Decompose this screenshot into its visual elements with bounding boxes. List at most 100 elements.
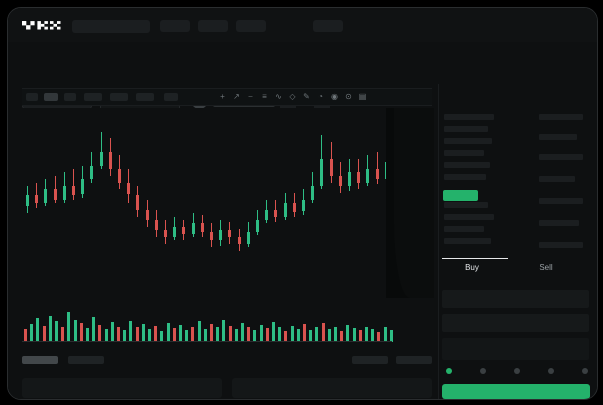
volume-bar (36, 318, 40, 342)
candle (246, 221, 250, 248)
indicator-button[interactable] (110, 93, 128, 101)
ob-size-row (539, 134, 577, 140)
candle-wick (128, 169, 130, 203)
nav-item-2[interactable] (198, 20, 228, 32)
okx-logo[interactable] (22, 19, 64, 33)
crosshair-icon[interactable]: + (220, 92, 225, 101)
order-card-2[interactable] (232, 378, 432, 398)
ob-ask-row[interactable] (444, 174, 486, 180)
amount-slider[interactable] (442, 368, 592, 376)
trash-icon[interactable]: ▤ (358, 92, 367, 101)
candle-wick (119, 155, 120, 190)
candle-wick (45, 179, 47, 207)
candle-wick (165, 220, 166, 244)
lock-icon[interactable]: ⊙ (345, 92, 352, 101)
ob-ask-row[interactable] (444, 114, 494, 120)
volume-bar (104, 329, 108, 342)
nav-item-4[interactable] (313, 20, 343, 32)
slider-dot-0[interactable] (446, 368, 452, 374)
volume-bar (358, 330, 362, 342)
app-window: Spot Trading ▾ (8, 8, 597, 399)
price-chart[interactable] (22, 108, 434, 298)
volume-bar (203, 329, 207, 342)
timeframe-1[interactable] (26, 93, 38, 101)
candle (62, 172, 66, 203)
ob-ask-row[interactable] (444, 162, 490, 168)
orders-action-1[interactable] (352, 356, 388, 364)
candle (200, 214, 204, 237)
eye-icon[interactable]: ◉ (331, 92, 338, 101)
slider-dot-2[interactable] (514, 368, 520, 374)
candle (35, 182, 39, 209)
ob-size-row (539, 176, 575, 182)
candle (154, 209, 158, 237)
order-total-field[interactable] (442, 338, 589, 360)
candle (182, 220, 186, 241)
settings-chip[interactable] (164, 93, 178, 101)
volume-bar (234, 329, 238, 342)
wave-icon[interactable]: ∿ (275, 92, 282, 101)
ob-bid-row[interactable] (444, 238, 491, 244)
volume-bar (154, 325, 158, 342)
orders-action-2[interactable] (396, 356, 432, 364)
volume-bar (73, 319, 77, 342)
submit-order-button[interactable] (442, 384, 590, 399)
trendline-icon[interactable]: ⎯ (248, 92, 253, 101)
arrow-icon[interactable]: ↗ (233, 92, 240, 101)
order-book-best-price[interactable] (443, 190, 478, 201)
volume-bar (228, 325, 232, 342)
ob-ask-row[interactable] (444, 150, 484, 156)
shape-icon[interactable]: ◇ (289, 92, 296, 101)
ob-bid-row[interactable] (444, 226, 484, 232)
candle (118, 155, 121, 190)
order-card-1[interactable] (22, 378, 222, 398)
ob-bid-row[interactable] (444, 214, 494, 220)
slider-dot-3[interactable] (548, 368, 554, 374)
candle (72, 169, 75, 200)
search-input[interactable] (72, 20, 150, 33)
ob-bid-row[interactable] (444, 202, 488, 208)
ob-size-row (539, 242, 583, 248)
candle-wick (275, 199, 277, 222)
volume-bar (92, 317, 96, 342)
candle (53, 175, 57, 203)
volume-bar (272, 322, 275, 342)
orders-tab-open[interactable] (22, 356, 58, 364)
candle (81, 165, 85, 198)
timeframe-4[interactable] (84, 93, 102, 101)
volume-bar (296, 329, 300, 342)
timeframe-3[interactable] (64, 93, 76, 101)
tab-buy[interactable]: Buy (465, 263, 479, 272)
slider-dot-1[interactable] (480, 368, 486, 374)
candle (256, 209, 259, 236)
chart-type-button[interactable] (136, 93, 154, 101)
volume-bar (327, 329, 331, 342)
nav-item-1[interactable] (160, 20, 190, 32)
orders-tab-history[interactable] (68, 356, 104, 364)
volume-bar (98, 324, 102, 342)
order-price-field[interactable] (442, 290, 589, 308)
candle (164, 220, 167, 244)
timeframe-2[interactable] (44, 93, 58, 101)
chart-toolbar: + ↗ ⎯ ≡ ∿ ◇ ✎ ◔ ◉ ⊙ ▤ (22, 88, 432, 106)
nav-item-3[interactable] (236, 20, 266, 32)
volume-bar (67, 312, 71, 342)
volume-bar (24, 329, 27, 342)
ob-ask-row[interactable] (444, 138, 492, 144)
magnet-icon[interactable]: ◔ (318, 92, 323, 101)
ob-ask-row[interactable] (444, 126, 488, 132)
candle (228, 221, 232, 244)
volume-bar (79, 323, 83, 342)
slider-dot-4[interactable] (582, 368, 588, 374)
candle (283, 192, 287, 220)
active-tab-underline (442, 258, 508, 259)
candle (127, 169, 131, 203)
tab-sell[interactable]: Sell (539, 263, 553, 272)
order-amount-field[interactable] (442, 314, 589, 332)
volume-bar (259, 324, 263, 342)
pencil-icon[interactable]: ✎ (303, 92, 310, 101)
volume-bar (303, 324, 306, 342)
volume-bar (197, 321, 201, 342)
fib-icon[interactable]: ≡ (262, 92, 267, 101)
candle (99, 131, 103, 169)
